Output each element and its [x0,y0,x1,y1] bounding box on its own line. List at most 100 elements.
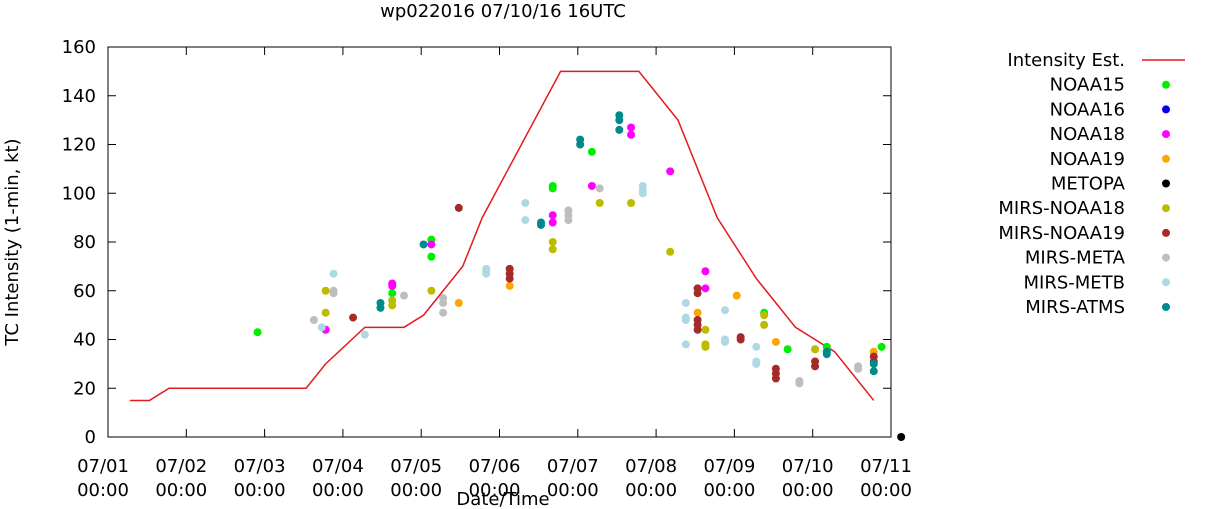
data-point [666,247,675,256]
data-point [427,252,436,261]
data-point [505,281,514,290]
x-tick-label-date: 07/03 [234,456,286,477]
data-point [760,311,769,320]
data-point [693,308,702,317]
y-tick-label: 100 [62,183,96,204]
x-tick-label-time: 00:00 [155,480,207,501]
legend-swatch-dot [1162,80,1170,89]
data-point [388,301,397,310]
data-point [399,291,408,300]
legend-swatch-dot [1162,228,1170,237]
x-tick-label-time: 00:00 [469,480,521,501]
data-point [681,298,690,307]
data-point [811,362,820,371]
x-tick-label-date: 07/04 [312,456,364,477]
data-point [721,337,730,346]
data-point [701,284,710,293]
x-tick-label-time: 00:00 [234,480,286,501]
data-point [321,286,330,295]
data-point [627,123,636,132]
legend-label: NOAA18 [1050,124,1125,145]
data-point [521,216,530,225]
data-point [760,320,769,329]
series-mirs-metb [317,181,761,368]
data-point [317,323,326,332]
data-point [638,189,647,198]
data-point [795,379,804,388]
x-tick-label-date: 07/05 [390,456,442,477]
data-point [427,286,436,295]
data-point [681,340,690,349]
data-point [253,328,262,337]
legend-swatch-dot [1162,303,1170,311]
x-tick-label-date: 07/11 [860,456,912,477]
data-point [587,147,596,156]
legend-swatch-dot [1162,130,1170,139]
y-tick-label: 140 [62,86,96,107]
data-point [548,218,557,227]
y-tick-label: 120 [62,135,96,156]
series-mirs-noaa18 [321,199,820,354]
x-tick-label-date: 07/08 [625,456,677,477]
data-point [811,345,820,354]
data-point [681,316,690,324]
series-noaa18 [321,123,710,334]
data-point [439,308,448,317]
data-point [482,269,491,278]
x-tick-label-time: 00:00 [390,480,442,501]
legend-label: MIRS-NOAA19 [998,223,1125,244]
legend-swatch-dot [1162,154,1170,163]
series-noaa15 [253,147,886,356]
y-tick-label: 80 [73,232,96,253]
data-point [701,325,710,334]
x-tick-label-date: 07/10 [782,456,834,477]
legend-label: MIRS-METB [1023,272,1125,293]
legend: Intensity Est. NOAA15 NOAA16 NOAA18 NOAA19 ME… [998,50,1185,318]
y-axis-title: TC Intensity (1-min, kt) [2,138,23,346]
data-point [666,167,675,176]
x-tick-label-date: 07/07 [547,456,599,477]
data-point [736,335,745,344]
data-point [521,199,530,207]
data-point [548,238,557,246]
data-point [329,269,338,278]
x-tick-label-time: 00:00 [547,480,599,501]
y-tick-label: 20 [73,378,96,399]
data-point [877,342,886,351]
legend-label: MIRS-ATMS [1025,297,1125,318]
legend-label: MIRS-NOAA18 [998,198,1125,219]
data-point [615,116,624,125]
data-point [564,216,573,225]
legend-label: METOPA [1051,174,1126,195]
x-tick-label-date: 07/01 [77,456,129,477]
legend-swatch-dot [1162,278,1170,287]
series-metopa [897,433,906,441]
legend-swatch-dot [1162,179,1170,188]
data-point [536,220,545,229]
x-tick-label-time: 00:00 [312,480,364,501]
chart-title: wp022016 07/10/16 16UTC [380,1,626,22]
x-tick-label-time: 00:00 [703,480,755,501]
data-point [576,140,585,149]
data-point [771,337,780,346]
data-point [454,298,463,307]
data-point [548,184,557,193]
y-axis: 0 20 40 60 80 100 120 140 160 [62,37,891,448]
y-tick-label: 40 [73,330,96,351]
series-mirs-atms [376,111,878,376]
data-point [732,291,741,300]
data-point [771,374,780,383]
data-point [627,130,636,139]
data-point [439,298,448,307]
x-tick-label-date: 07/02 [155,456,207,477]
legend-label: NOAA15 [1050,75,1125,96]
legend-swatch-dot [1162,253,1170,262]
data-point [505,274,514,283]
x-tick-label-date: 07/09 [703,456,755,477]
data-point [388,281,397,290]
data-point [321,308,330,317]
data-point [627,199,636,207]
series-noaa19 [454,281,878,356]
data-point [752,342,761,351]
